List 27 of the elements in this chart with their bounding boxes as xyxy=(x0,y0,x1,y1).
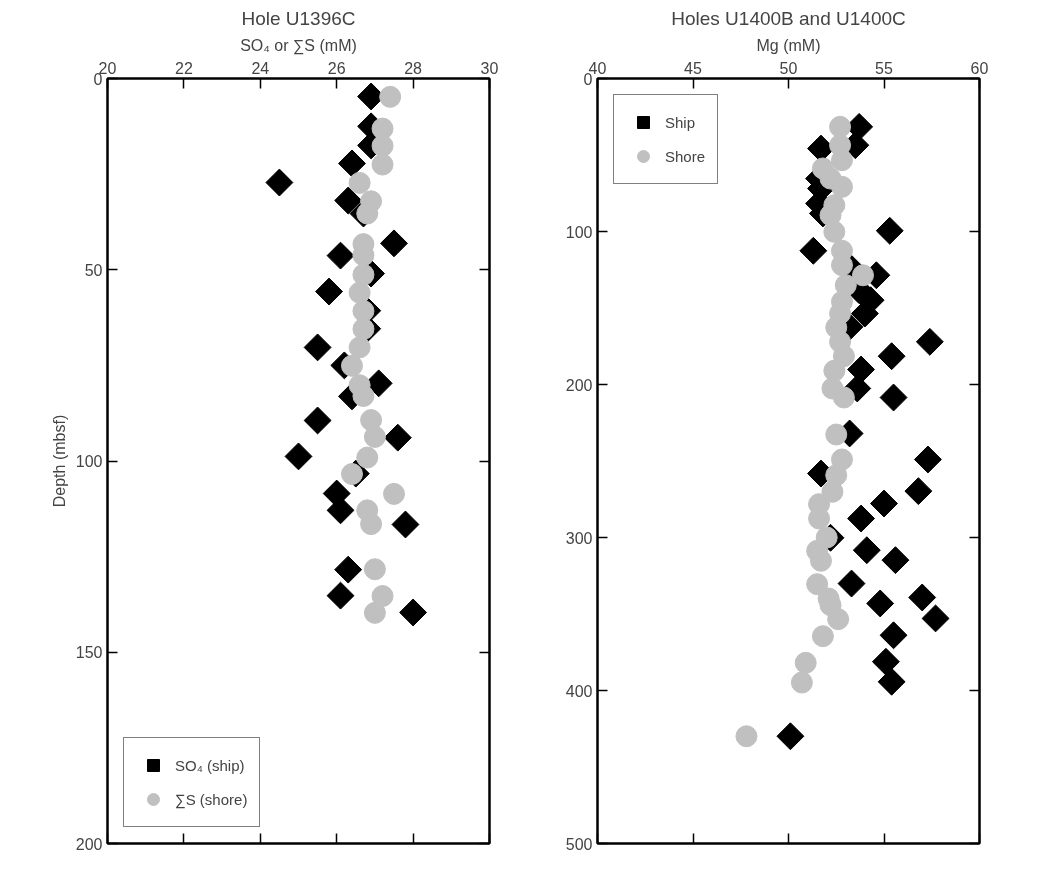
x-tick-label: 24 xyxy=(251,59,270,77)
x-tick-label: 55 xyxy=(875,59,893,77)
x-tick-label: 45 xyxy=(684,59,702,77)
y-axis-title: Depth (mbsf) xyxy=(50,414,68,508)
x-tick-label: 26 xyxy=(327,59,346,77)
x-tick-label: 22 xyxy=(175,59,193,77)
y-tick-label: 150 xyxy=(75,644,103,662)
y-tick-label: 500 xyxy=(565,835,593,853)
y-tick-label: 100 xyxy=(75,453,103,470)
y-tick-label: 100 xyxy=(565,223,593,241)
x-tick-label: 28 xyxy=(404,59,423,77)
y-tick-label: 200 xyxy=(75,835,103,853)
chart-title: Hole U1396C xyxy=(241,7,356,29)
legend-label: Ship xyxy=(665,113,696,131)
x-tick-label: 50 xyxy=(779,59,798,77)
y-tick-label: 200 xyxy=(565,376,593,394)
chart-title: Holes U1400B and U1400C xyxy=(671,7,906,29)
y-tick-label: 400 xyxy=(565,682,593,700)
legend-label: SO₄ (ship) xyxy=(175,756,245,774)
x-axis-title: Mg (mM) xyxy=(756,36,821,54)
y-tick-label: 50 xyxy=(84,261,103,279)
x-tick-label: 30 xyxy=(480,59,499,77)
x-axis-title: SO₄ or ∑S (mM) xyxy=(240,36,357,55)
legend-label: ∑S (shore) xyxy=(175,790,248,808)
y-tick-label: 300 xyxy=(565,529,593,547)
legend-label: Shore xyxy=(665,147,706,165)
x-tick-label: 60 xyxy=(970,59,989,77)
